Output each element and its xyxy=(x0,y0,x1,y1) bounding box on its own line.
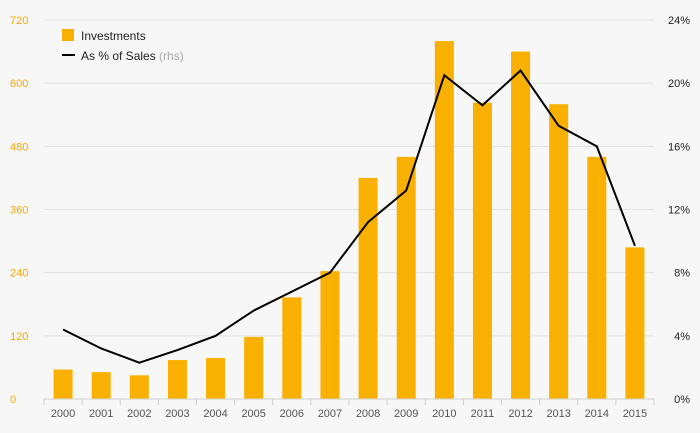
bar xyxy=(244,336,264,399)
y-right-tick-label: 4% xyxy=(674,331,690,343)
legend-rhs-note: (rhs) xyxy=(159,49,184,63)
bar xyxy=(396,156,416,399)
y-left-tick-label: 240 xyxy=(10,268,28,280)
bar xyxy=(625,247,645,399)
x-tick-label: 2012 xyxy=(508,408,532,420)
y-left-tick-label: 720 xyxy=(10,15,28,27)
x-tick-label: 2000 xyxy=(51,408,75,420)
sales-pct-line xyxy=(62,69,636,364)
legend-label-sales-pct-name: As % of Sales xyxy=(81,49,156,63)
x-tick-label: 2003 xyxy=(165,408,189,420)
y-left-tick-label: 600 xyxy=(10,78,28,90)
bar xyxy=(167,360,187,399)
legend: Investments As % of Sales (rhs) xyxy=(62,29,184,63)
x-tick-label: 2010 xyxy=(432,408,456,420)
legend-label-sales-pct: As % of Sales (rhs) xyxy=(81,49,184,63)
x-tick-label: 2005 xyxy=(241,408,265,420)
bar xyxy=(320,271,340,399)
y-left-tick-label: 120 xyxy=(10,331,28,343)
bar xyxy=(587,156,607,399)
legend-swatch-investments xyxy=(62,29,74,41)
x-tick-label: 2009 xyxy=(394,408,418,420)
x-tick-label: 2004 xyxy=(203,408,227,420)
x-tick-label: 2013 xyxy=(546,408,570,420)
series-line xyxy=(62,69,636,364)
y-right-tick-label: 12% xyxy=(668,205,690,217)
y-right-tick-label: 16% xyxy=(668,141,690,153)
bar xyxy=(434,41,454,400)
bar xyxy=(53,369,73,399)
bar xyxy=(91,372,111,399)
y-right-tick-label: 8% xyxy=(674,268,690,280)
y-right-tick-label: 24% xyxy=(668,15,690,27)
x-tick-label: 2007 xyxy=(318,408,342,420)
axes: 0 0% 120 4% 240 8% 360 12% 480 16% 600 20% 720 24% 200… xyxy=(10,15,690,420)
bar xyxy=(549,104,569,399)
bar xyxy=(282,297,302,399)
x-tick-label: 2006 xyxy=(280,408,304,420)
y-left-tick-label: 360 xyxy=(10,205,28,217)
x-tick-label: 2015 xyxy=(623,408,647,420)
bar xyxy=(472,102,492,399)
y-left-tick-label: 0 xyxy=(10,394,16,406)
x-tick-label: 2008 xyxy=(356,408,380,420)
bar xyxy=(511,51,531,399)
x-tick-label: 2002 xyxy=(127,408,151,420)
bar xyxy=(358,177,378,399)
x-tick-label: 2014 xyxy=(585,408,609,420)
y-right-tick-label: 20% xyxy=(668,78,690,90)
x-tick-label: 2011 xyxy=(471,408,495,420)
bar xyxy=(129,375,149,399)
y-right-tick-label: 0% xyxy=(674,394,690,406)
x-tick-label: 2001 xyxy=(89,408,113,420)
legend-label-investments: Investments xyxy=(81,29,146,43)
investment-bars xyxy=(53,41,645,400)
y-left-tick-label: 480 xyxy=(10,141,28,153)
bar xyxy=(206,357,226,399)
